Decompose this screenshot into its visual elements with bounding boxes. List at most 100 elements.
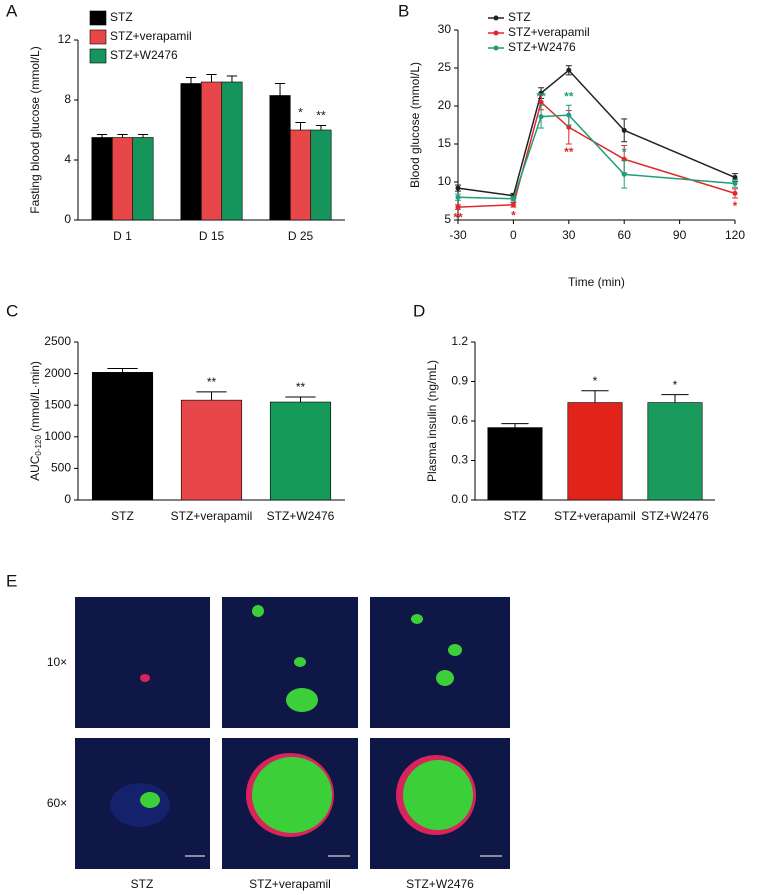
- error-bar: [285, 396, 316, 403]
- significance-label: *: [622, 145, 627, 159]
- y-tick-label: 2000: [44, 366, 71, 380]
- legend-label: STZ: [110, 10, 133, 24]
- bar: [221, 81, 243, 221]
- significance-label: **: [453, 211, 463, 225]
- x-tick-label: STZ+verapamil: [171, 509, 253, 523]
- legend-marker: [493, 45, 499, 51]
- error-bar: [196, 391, 227, 401]
- x-tick-label: STZ+W2476: [267, 509, 335, 523]
- column-label: STZ: [131, 877, 154, 891]
- y-tick-label: 8: [64, 92, 71, 106]
- x-tick-label: 30: [562, 228, 576, 242]
- significance-label: *: [593, 374, 598, 388]
- y-tick-label: 5: [444, 212, 451, 226]
- x-tick-label: 90: [673, 228, 687, 242]
- error-bar: [96, 134, 108, 138]
- point: [732, 190, 738, 196]
- bar: [289, 129, 312, 221]
- column-label: STZ+verapamil: [249, 877, 331, 891]
- point: [510, 196, 516, 202]
- y-tick-label: 30: [438, 22, 452, 36]
- column-label: STZ+W2476: [406, 877, 474, 891]
- legend-label: STZ+W2476: [508, 40, 576, 54]
- point: [510, 202, 516, 208]
- y-tick-label: 1.2: [451, 334, 468, 348]
- bar: [269, 401, 332, 501]
- panel-letter: C: [6, 301, 18, 320]
- panel-letter: D: [413, 301, 425, 320]
- error-bar: [501, 423, 529, 428]
- y-tick-label: 0: [64, 212, 71, 226]
- y-tick-label: 20: [438, 98, 452, 112]
- x-tick-label: 0: [510, 228, 517, 242]
- legend-swatch: [89, 29, 107, 45]
- bar: [91, 137, 113, 221]
- error-bar: [206, 74, 217, 82]
- legend-label: STZ+verapamil: [508, 25, 590, 39]
- point: [455, 194, 461, 200]
- error-bar: [226, 75, 238, 82]
- x-tick-label: 120: [725, 228, 745, 242]
- islet: [110, 783, 170, 827]
- y-axis-label: AUC0-120 (mmol/L·min): [28, 361, 43, 481]
- point: [566, 124, 572, 130]
- y-tick-label: 1000: [44, 429, 71, 443]
- line: [457, 114, 736, 200]
- error-bar: [661, 394, 689, 403]
- panel-letter: E: [6, 571, 17, 590]
- line: [457, 69, 736, 197]
- x-tick-label: -30: [449, 228, 467, 242]
- point: [732, 174, 738, 180]
- row-label: 60×: [47, 796, 67, 810]
- islet: [436, 670, 454, 686]
- islet: [403, 760, 473, 830]
- error-bar: [581, 390, 609, 403]
- y-axis-label-unit: (mmol/L·min): [28, 361, 42, 435]
- x-tick-label: 60: [618, 228, 632, 242]
- y-tick-label: 0.6: [451, 413, 468, 427]
- legend-label: STZ+verapamil: [110, 29, 192, 43]
- point: [566, 67, 572, 73]
- y-tick-label: 25: [438, 60, 452, 74]
- x-tick-label: STZ+W2476: [641, 509, 709, 523]
- islet: [294, 657, 306, 667]
- x-tick-label: STZ: [111, 509, 134, 523]
- islet: [448, 644, 462, 656]
- bar: [180, 83, 202, 221]
- legend-label: STZ: [508, 10, 531, 24]
- error-bar: [107, 368, 138, 373]
- x-tick-label: D 1: [113, 229, 132, 243]
- islet: [286, 688, 318, 712]
- significance-label: *: [511, 208, 516, 222]
- significance-label: **: [316, 109, 326, 123]
- micrograph-grid: [75, 597, 510, 869]
- legend-marker: [493, 30, 499, 36]
- y-axis-label: Fasting blood glucose (mmol/L): [28, 46, 42, 213]
- y-tick-label: 1500: [44, 397, 71, 411]
- significance-label: **: [296, 380, 306, 394]
- error-bar: [315, 125, 327, 130]
- bar: [180, 399, 243, 501]
- significance-label: **: [564, 89, 574, 103]
- y-axis-label: Blood glucose (mmol/L): [408, 62, 422, 188]
- line: [457, 100, 736, 208]
- y-axis-label-main: AUC: [28, 455, 42, 481]
- micrograph: [222, 597, 358, 728]
- legend-label: STZ+W2476: [110, 48, 178, 62]
- panel-letter: A: [6, 1, 18, 20]
- micrograph: [370, 597, 510, 728]
- error-bar: [295, 122, 306, 130]
- point: [538, 114, 544, 120]
- bar: [132, 137, 154, 221]
- point: [621, 127, 627, 133]
- islet: [252, 757, 332, 833]
- error-bar: [137, 134, 149, 138]
- x-tick-label: D 15: [199, 229, 225, 243]
- islet: [140, 792, 160, 808]
- point: [621, 171, 627, 177]
- islet: [252, 605, 264, 617]
- bar: [487, 427, 543, 501]
- bar: [269, 95, 291, 221]
- y-axis-label-sub: 0-120: [34, 435, 43, 456]
- y-tick-label: 15: [438, 136, 452, 150]
